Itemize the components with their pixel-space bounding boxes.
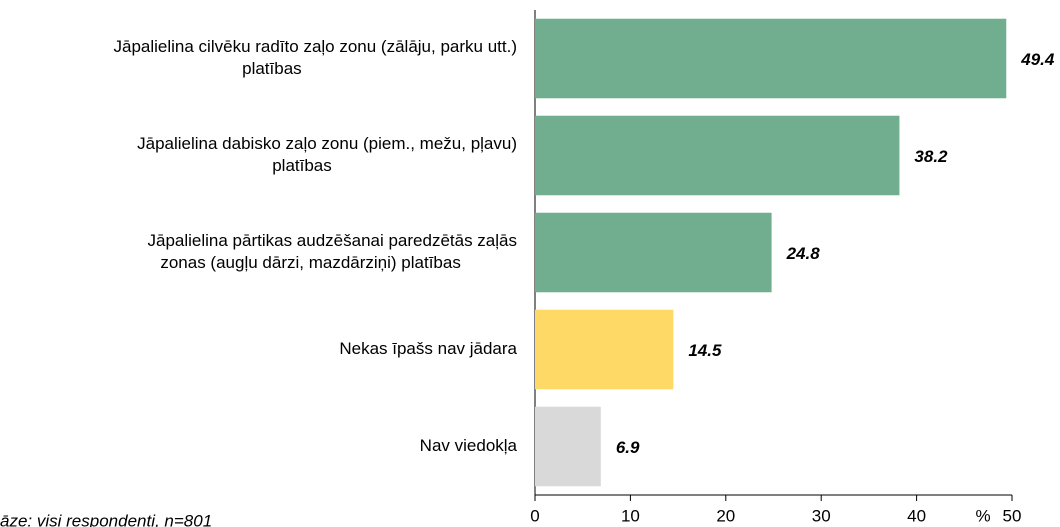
value-label: 24.8 [786, 244, 821, 263]
x-tick-label: 50 [1003, 506, 1022, 525]
bar [535, 309, 674, 390]
x-tick-label: 10 [621, 506, 640, 525]
x-tick-label: 0 [530, 506, 539, 525]
x-axis-label: % [975, 506, 990, 525]
y-tick-label: Nekas īpašs nav jādara [339, 339, 517, 358]
bar [535, 212, 772, 293]
y-tick-label: Jāpalielina pārtikas audzēšanai paredzēt… [147, 231, 517, 250]
value-label: 6.9 [616, 438, 640, 457]
x-tick-label: 30 [812, 506, 831, 525]
y-tick-label: Jāpalielina cilvēku radīto zaļo zonu (zā… [114, 37, 518, 56]
y-tick-label: platības [272, 156, 332, 175]
x-tick-label: 20 [716, 506, 735, 525]
value-label: 38.2 [914, 147, 948, 166]
value-label: 49.4 [1020, 50, 1055, 69]
y-tick-label: platības [242, 59, 302, 78]
x-tick-label: 40 [907, 506, 926, 525]
bar [535, 115, 900, 196]
value-label: 14.5 [688, 341, 722, 360]
footnote: āze: visi respondenti, n=801 [0, 511, 212, 527]
y-tick-label: zonas (augļu dārzi, mazdārziņi) platības [160, 253, 460, 272]
bar [535, 18, 1007, 99]
y-tick-label: Jāpalielina dabisko zaļo zonu (piem., me… [137, 134, 517, 153]
bar [535, 406, 601, 487]
y-tick-label: Nav viedokļa [420, 436, 518, 455]
